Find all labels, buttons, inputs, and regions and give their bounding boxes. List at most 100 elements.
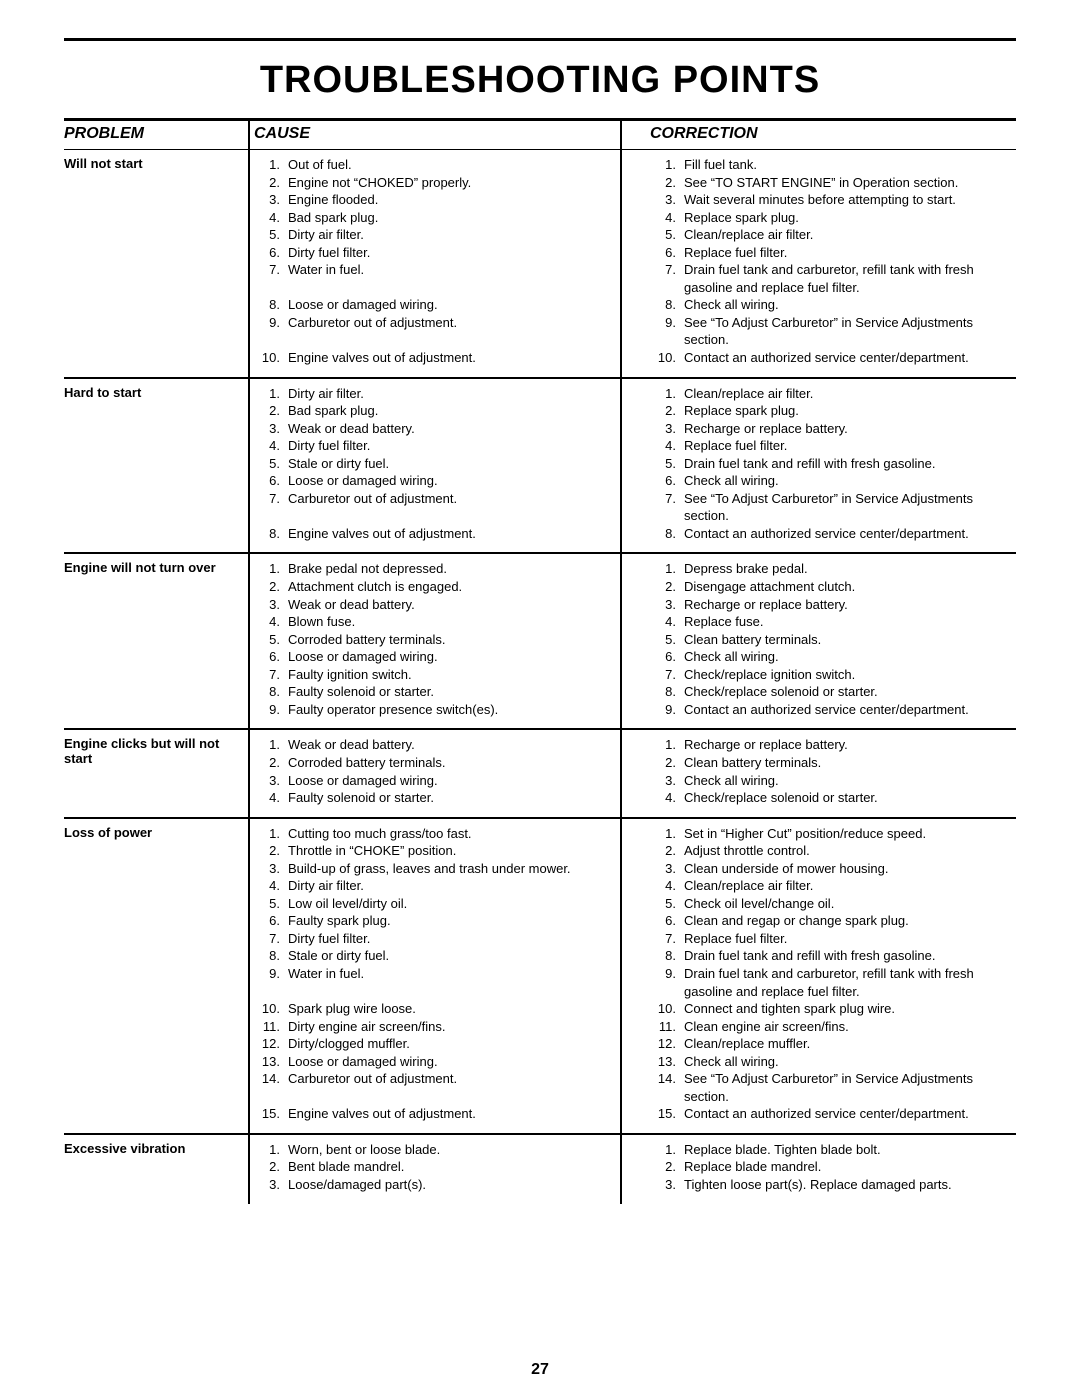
list-item: 5.Clean battery terminals.	[650, 631, 1016, 649]
item-number: 4.	[254, 877, 288, 895]
cause-text: Attachment clutch is engaged.	[288, 578, 634, 596]
list-item: 1.Worn, bent or loose blade.	[254, 1141, 634, 1159]
item-number: 1.	[650, 1141, 684, 1159]
cause-text	[288, 331, 634, 349]
correction-text: Recharge or replace battery.	[684, 596, 1016, 614]
list-item: 9.Contact an authorized service center/d…	[650, 701, 1016, 719]
correction-text: Replace spark plug.	[684, 209, 1016, 227]
page-title: TROUBLESHOOTING POINTS	[64, 59, 1016, 102]
correction-text: Check/replace ignition switch.	[684, 666, 1016, 684]
column-divider-1	[248, 121, 250, 1204]
cause-text: Engine not “CHOKED” properly.	[288, 174, 634, 192]
correction-text: Adjust throttle control.	[684, 842, 1016, 860]
item-number: 2.	[254, 842, 288, 860]
correction-text: See “To Adjust Carburetor” in Service Ad…	[684, 1070, 1016, 1105]
item-number: 7.	[650, 930, 684, 948]
header-correction: CORRECTION	[644, 125, 1016, 143]
item-number: 3.	[650, 191, 684, 209]
item-number: 4.	[254, 613, 288, 631]
cause-text: Faulty ignition switch.	[288, 666, 634, 684]
item-number: 10.	[650, 349, 684, 367]
list-item: 4.Replace fuel filter.	[650, 437, 1016, 455]
item-number: 3.	[650, 596, 684, 614]
item-number: 6.	[254, 912, 288, 930]
list-item: 9.Faulty operator presence switch(es).	[254, 701, 634, 719]
troubleshooting-table: PROBLEM CAUSE CORRECTION Will not start1…	[64, 121, 1016, 1204]
cause-text: Dirty fuel filter.	[288, 244, 634, 262]
cause-text: Loose or damaged wiring.	[288, 772, 634, 790]
list-item: 6.Faulty spark plug.	[254, 912, 634, 930]
list-item: 3.Engine flooded.	[254, 191, 634, 209]
cause-text: Dirty air filter.	[288, 226, 634, 244]
item-number: 3.	[254, 191, 288, 209]
list-item: 6.Clean and regap or change spark plug.	[650, 912, 1016, 930]
correction-text: Tighten loose part(s). Replace damaged p…	[684, 1176, 1016, 1194]
list-item: 4.Clean/replace air filter.	[650, 877, 1016, 895]
correction-text: Disengage attachment clutch.	[684, 578, 1016, 596]
item-number: 7.	[650, 666, 684, 684]
item-number: 4.	[650, 789, 684, 807]
list-item: 8.Faulty solenoid or starter.	[254, 683, 634, 701]
list-item: 8.Stale or dirty fuel.	[254, 947, 634, 965]
list-item: 5.Check oil level/change oil.	[650, 895, 1016, 913]
list-item: 3.Loose or damaged wiring.	[254, 772, 634, 790]
list-item: 5.Drain fuel tank and refill with fresh …	[650, 455, 1016, 473]
table-row: Hard to start 1.Dirty air filter.2.Bad sp…	[64, 379, 1016, 555]
problem-label: Engine will not turn over	[64, 560, 244, 575]
correction-text: Connect and tighten spark plug wire.	[684, 1000, 1016, 1018]
list-item: 6.Dirty fuel filter.	[254, 244, 634, 262]
item-number: 5.	[650, 226, 684, 244]
item-number: 5.	[254, 631, 288, 649]
item-number: 8.	[650, 525, 684, 543]
correction-text: Check oil level/change oil.	[684, 895, 1016, 913]
item-number: 9.	[650, 965, 684, 1000]
list-item: 2.See “TO START ENGINE” in Operation sec…	[650, 174, 1016, 192]
cause-text: Stale or dirty fuel.	[288, 947, 634, 965]
problem-label: Hard to start	[64, 385, 244, 400]
cause-text	[288, 983, 634, 1001]
correction-text: Recharge or replace battery.	[684, 420, 1016, 438]
cause-text: Water in fuel.	[288, 965, 634, 983]
list-item: 4.Dirty fuel filter.	[254, 437, 634, 455]
list-item	[254, 983, 634, 1001]
list-item: 1.Recharge or replace battery.	[650, 736, 1016, 754]
list-item: 2.Corroded battery terminals.	[254, 754, 634, 772]
correction-text: Contact an authorized service center/dep…	[684, 525, 1016, 543]
correction-text: Check all wiring.	[684, 772, 1016, 790]
list-item: 4.Check/replace solenoid or starter.	[650, 789, 1016, 807]
item-number: 1.	[254, 560, 288, 578]
header-cause: CAUSE	[248, 125, 644, 143]
correction-text: Check/replace solenoid or starter.	[684, 683, 1016, 701]
item-number: 4.	[254, 789, 288, 807]
item-number: 12.	[254, 1035, 288, 1053]
list-item: 8.Contact an authorized service center/d…	[650, 525, 1016, 543]
list-item: 1.Out of fuel.	[254, 156, 634, 174]
list-item: 3.Loose/damaged part(s).	[254, 1176, 634, 1194]
item-number: 10.	[254, 1000, 288, 1018]
item-number: 1.	[254, 156, 288, 174]
item-number: 11.	[650, 1018, 684, 1036]
list-item: 9.See “To Adjust Carburetor” in Service …	[650, 314, 1016, 349]
cause-text: Carburetor out of adjustment.	[288, 490, 634, 508]
list-item: 7.Faulty ignition switch.	[254, 666, 634, 684]
table-row: Engine will not turn over1.Brake pedal n…	[64, 554, 1016, 730]
list-item: 8.Check all wiring.	[650, 296, 1016, 314]
list-item: 6.Check all wiring.	[650, 648, 1016, 666]
list-item: 4.Bad spark plug.	[254, 209, 634, 227]
cause-text: Cutting too much grass/too fast.	[288, 825, 634, 843]
cause-list: 1.Dirty air filter.2.Bad spark plug.3.We…	[254, 385, 634, 543]
item-number: 13.	[254, 1053, 288, 1071]
item-number: 6.	[254, 244, 288, 262]
cause-list: 1.Worn, bent or loose blade.2.Bent blade…	[254, 1141, 634, 1194]
cause-text: Dirty engine air screen/fins.	[288, 1018, 634, 1036]
table-row: Loss of power1.Cutting too much grass/to…	[64, 819, 1016, 1135]
item-number: 3.	[254, 1176, 288, 1194]
item-number: 3.	[650, 420, 684, 438]
correction-text: Replace fuel filter.	[684, 244, 1016, 262]
list-item: 3.Weak or dead battery.	[254, 420, 634, 438]
list-item: 6.Loose or damaged wiring.	[254, 472, 634, 490]
item-number: 4.	[650, 209, 684, 227]
cause-text: Engine valves out of adjustment.	[288, 349, 634, 367]
correction-list: 1.Replace blade. Tighten blade bolt.2.Re…	[650, 1141, 1016, 1194]
cause-text: Out of fuel.	[288, 156, 634, 174]
